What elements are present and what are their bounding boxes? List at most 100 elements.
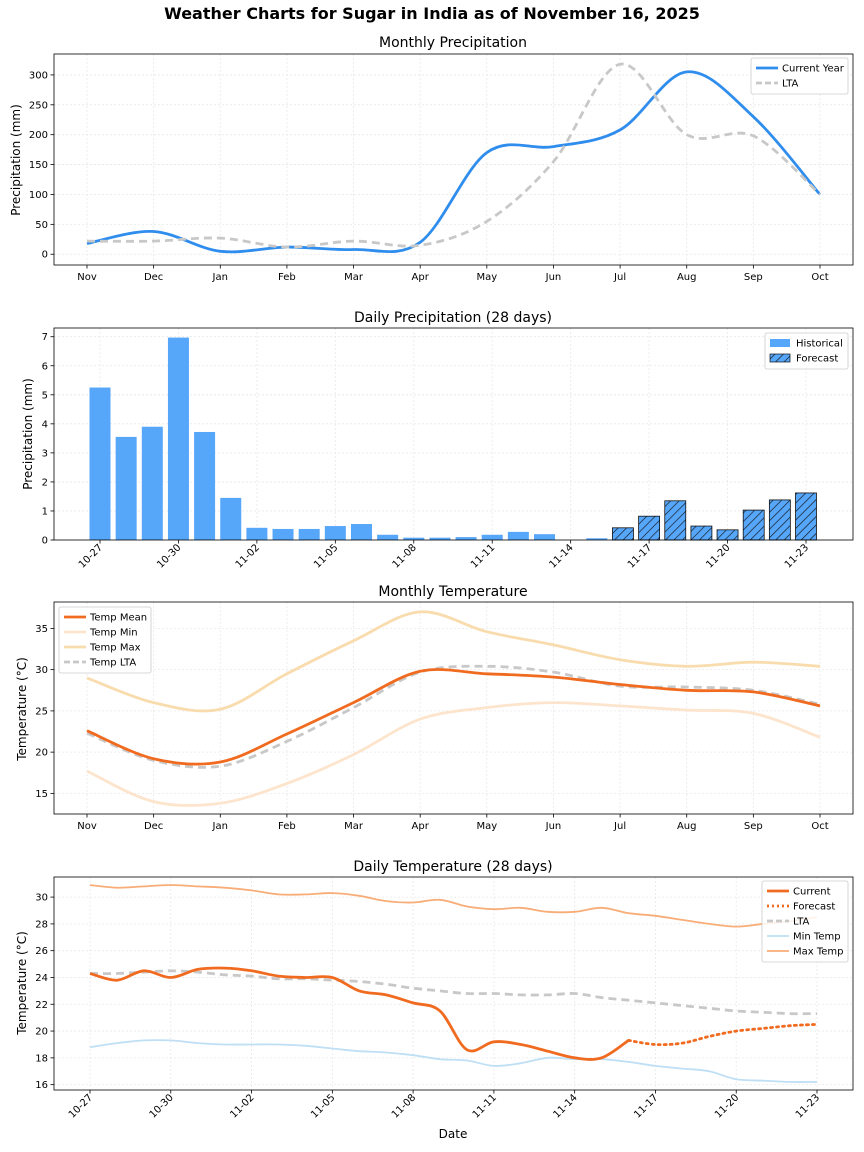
x-tick-label: Feb [278, 821, 296, 832]
series-line-lta [89, 969, 818, 1016]
y-tick-label: 1 [42, 506, 48, 517]
forecast-bar [612, 527, 634, 541]
historical-bar [403, 537, 425, 540]
monthly-precipitation-chart: Monthly Precipitation Precipitation (mm)… [9, 35, 854, 283]
legend-swatch [769, 353, 791, 363]
legend-label: LTA [793, 917, 810, 928]
y-tick-label: 22 [35, 1000, 48, 1011]
legend-label: Temp Min [89, 628, 138, 639]
series-line-temp-mean [86, 668, 821, 766]
x-tick-label: 11-08 [390, 1092, 418, 1120]
y-tick-label: 7 [42, 332, 48, 343]
legend-label: LTA [782, 79, 799, 90]
legend-label: Current Year [782, 64, 845, 75]
x-tick-label: 11-14 [547, 542, 575, 570]
x-tick-label: Dec [144, 821, 163, 832]
x-tick-label: 11-17 [626, 542, 654, 570]
historical-bar [481, 534, 503, 540]
historical-bar [350, 524, 372, 540]
x-tick-label: 11-02 [234, 542, 262, 570]
forecast-bar [638, 515, 661, 541]
forecast-bar [768, 499, 791, 541]
y-tick-label: 250 [29, 100, 48, 111]
x-tick-label: May [476, 821, 497, 832]
series-line-max-temp [89, 884, 818, 928]
x-tick-label: Jan [212, 821, 228, 832]
series-line-min-temp [89, 1039, 818, 1083]
historical-bar [324, 526, 346, 540]
x-tick-label: 10-30 [148, 1092, 176, 1120]
y-tick-label: 25 [35, 706, 48, 717]
x-tick-label: 11-11 [469, 542, 497, 570]
x-tick-label: Apr [412, 272, 430, 283]
x-tick-label: Aug [677, 272, 697, 283]
historical-bar [298, 528, 320, 540]
y-tick-label: 0 [42, 250, 48, 261]
x-tick-label: 11-11 [471, 1092, 499, 1120]
x-tick-label: Sep [744, 821, 763, 832]
x-tick-label: 11-20 [704, 542, 732, 570]
historical-bar [272, 528, 294, 540]
y-tick-label: 6 [42, 361, 48, 372]
daily-temperature-title: Daily Temperature (28 days) [353, 859, 552, 875]
y-tick-label: 50 [35, 220, 48, 231]
x-tick-label: 11-05 [309, 1092, 337, 1120]
y-tick-label: 3 [42, 448, 48, 459]
historical-bar [141, 426, 163, 540]
monthly-precipitation-ylabel: Precipitation (mm) [9, 104, 23, 216]
forecast-bar [716, 529, 739, 541]
legend-label: Forecast [793, 902, 835, 913]
series-line-current-year [86, 70, 822, 254]
x-tick-label: Jan [212, 272, 228, 283]
x-tick-label: Jul [613, 821, 626, 832]
historical-bar [534, 534, 556, 540]
x-tick-label: Oct [811, 821, 828, 832]
x-tick-label: 10-27 [77, 542, 105, 570]
historical-bar [194, 431, 216, 540]
monthly-temperature-ylabel: Temperature (°C) [15, 657, 29, 762]
legend-box [58, 606, 152, 674]
series-line-current [89, 966, 630, 1061]
daily-precipitation-ylabel: Precipitation (mm) [21, 378, 35, 490]
historical-bar [246, 527, 268, 540]
daily-temperature-ylabel: Temperature (°C) [15, 931, 29, 1036]
x-tick-label: Jun [545, 272, 562, 283]
series-line-lta [86, 62, 821, 249]
legend-label: Temp LTA [89, 658, 136, 669]
x-tick-label: Aug [677, 821, 697, 832]
daily-precipitation-chart: Daily Precipitation (28 days) Precipitat… [21, 310, 854, 571]
historical-bar [429, 537, 451, 540]
historical-bar [586, 538, 608, 540]
historical-bar [507, 531, 529, 540]
x-tick-label: 11-05 [312, 542, 340, 570]
x-tick-label: 11-23 [783, 542, 811, 570]
legend-label: Historical [796, 339, 843, 350]
daily-temperature-xlabel: Date [439, 1127, 468, 1141]
legend-box [761, 880, 849, 963]
plot-frame [53, 876, 854, 1091]
plot-frame [53, 327, 854, 541]
legend-label: Min Temp [793, 932, 841, 943]
plot-frame [53, 601, 854, 815]
y-tick-label: 35 [35, 624, 48, 635]
y-tick-label: 5 [42, 390, 48, 401]
y-tick-label: 30 [35, 893, 48, 904]
y-tick-label: 18 [35, 1053, 48, 1064]
series-line-temp-lta [86, 664, 821, 769]
historical-bar [89, 387, 111, 540]
x-tick-label: 11-14 [551, 1092, 579, 1120]
x-tick-label: Nov [77, 821, 97, 832]
y-tick-label: 30 [35, 665, 48, 676]
x-tick-label: Oct [811, 272, 828, 283]
x-tick-label: Dec [144, 272, 163, 283]
forecast-bar [742, 509, 765, 541]
y-tick-label: 2 [42, 477, 48, 488]
y-tick-label: 28 [35, 919, 48, 930]
daily-precipitation-title: Daily Precipitation (28 days) [354, 310, 552, 326]
y-tick-label: 300 [29, 70, 48, 81]
x-tick-label: 11-08 [391, 542, 419, 570]
monthly-temperature-title: Monthly Temperature [378, 584, 527, 600]
plot-frame [53, 53, 854, 266]
x-tick-label: Jul [613, 272, 626, 283]
